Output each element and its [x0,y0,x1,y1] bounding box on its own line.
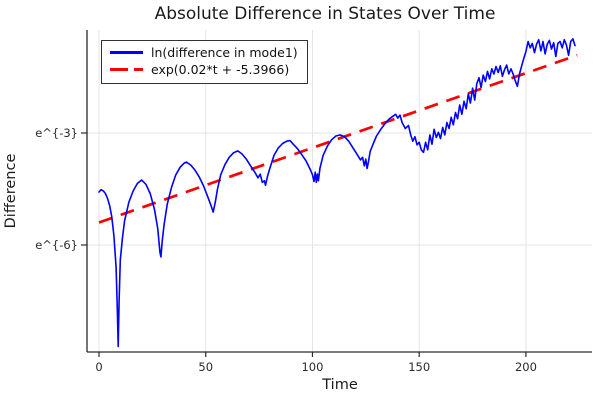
x-tick-label: 100 [301,360,323,374]
legend-item-exp-fit: exp(0.02*t + -5.3966) [110,61,298,78]
legend-label-exp-fit: exp(0.02*t + -5.3966) [151,62,290,77]
legend: ln(difference in mode1) exp(0.02*t + -5.… [101,40,308,84]
x-tick-label: 200 [515,360,537,374]
x-tick-label: 0 [95,360,102,374]
x-tick-label: 150 [408,360,430,374]
y-axis-label: Difference [3,154,19,229]
x-tick-label: 50 [198,360,213,374]
x-axis-label: Time [321,377,358,393]
series-ln-difference-line [98,38,576,348]
legend-item-ln-difference: ln(difference in mode1) [110,44,298,61]
series [98,38,578,348]
axes [86,30,592,353]
series-exp-fit-line [98,53,578,224]
tick-marks [81,132,527,357]
chart-title: Absolute Difference in States Over Time [155,4,496,24]
blue-solid-line-icon [110,51,143,54]
legend-label-ln-difference: ln(difference in mode1) [151,45,298,60]
red-dashed-line-icon [110,68,143,71]
y-tick-label: e^{-6} [35,238,78,252]
y-tick-label: e^{-3} [35,126,78,140]
tick-labels: 0 50 100 150 200 e^{-3} e^{-6} [35,126,537,374]
